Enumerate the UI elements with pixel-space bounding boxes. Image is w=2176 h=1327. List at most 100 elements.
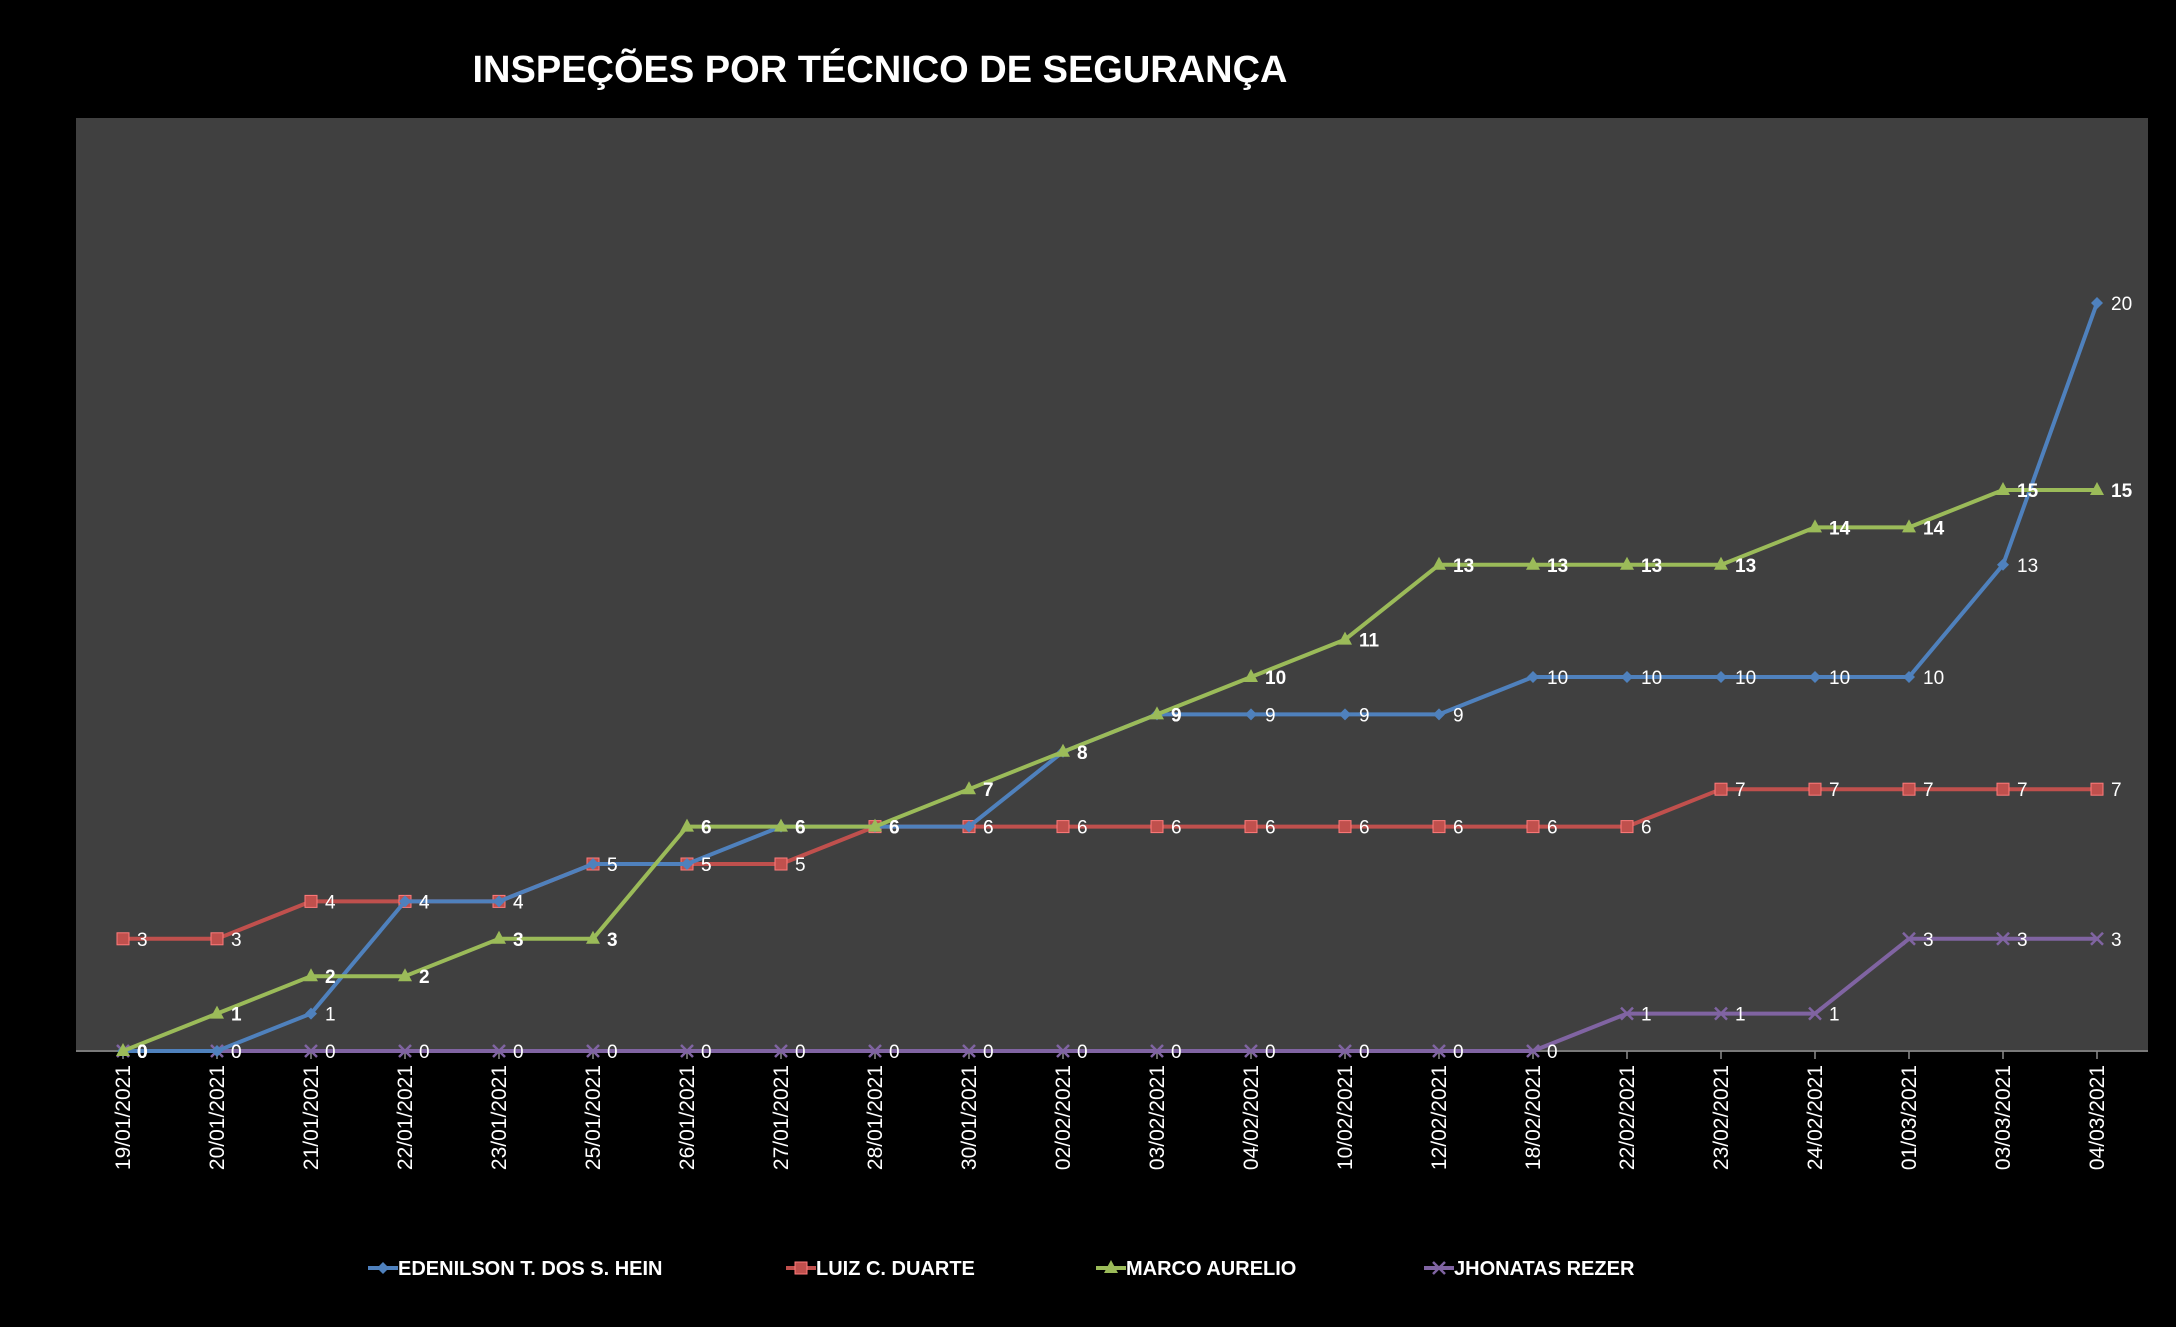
data-label-luiz-c-duarte: 6 [889, 818, 900, 839]
data-point-luiz-c-duarte [1996, 782, 2010, 796]
chart-title: INSPEÇÕES POR TÉCNICO DE SEGURANÇA [473, 47, 1288, 91]
data-point-jhonatas-rezer [492, 1044, 506, 1058]
data-label-edenilson-t-dos-s-hein: 13 [2017, 556, 2038, 577]
data-label-edenilson-t-dos-s-hein: 10 [1829, 668, 1850, 689]
data-label-marco-aurelio: 1 [231, 1005, 242, 1026]
data-point-marco-aurelio [1714, 556, 1728, 570]
x-tick-labels: 19/01/2021 20/01/2021 21/01/2021 22/01/2021… [112, 1051, 2109, 1170]
data-label-edenilson-t-dos-s-hein: 10 [1547, 668, 1568, 689]
data-point-edenilson-t-dos-s-hein [305, 1007, 317, 1020]
data-label-marco-aurelio: 8 [1077, 743, 1088, 764]
data-point-marco-aurelio [680, 818, 694, 832]
data-label-edenilson-t-dos-s-hein: 5 [607, 855, 618, 876]
data-label-luiz-c-duarte: 7 [1735, 780, 1746, 801]
data-label-edenilson-t-dos-s-hein: 5 [701, 855, 712, 876]
data-point-marco-aurelio [1338, 631, 1352, 645]
data-label-marco-aurelio: 13 [1735, 556, 1756, 577]
data-point-marco-aurelio [1056, 743, 1070, 757]
data-point-marco-aurelio [1244, 669, 1258, 682]
data-label-jhonatas-rezer: 0 [419, 1042, 430, 1063]
data-label-jhonatas-rezer: 1 [1829, 1005, 1840, 1026]
data-point-marco-aurelio [492, 930, 506, 944]
data-point-jhonatas-rezer [868, 1044, 882, 1058]
data-point-edenilson-t-dos-s-hein [493, 895, 505, 908]
data-label-marco-aurelio: 15 [2017, 481, 2039, 502]
data-label-luiz-c-duarte: 5 [701, 855, 712, 876]
x-tick-label: 12/02/2021 [1428, 1065, 1451, 1170]
data-point-luiz-c-duarte [116, 932, 130, 946]
data-label-edenilson-t-dos-s-hein: 9 [1453, 705, 1464, 726]
data-label-jhonatas-rezer: 0 [889, 1042, 900, 1063]
data-point-marco-aurelio [1432, 556, 1446, 570]
data-label-edenilson-t-dos-s-hein: 6 [795, 818, 806, 839]
data-point-marco-aurelio [398, 968, 412, 982]
data-label-luiz-c-duarte: 7 [2111, 780, 2122, 801]
data-label-marco-aurelio: 9 [1171, 705, 1182, 726]
x-tick-label: 22/01/2021 [394, 1065, 417, 1170]
x-tick-label: 04/03/2021 [2086, 1065, 2109, 1170]
data-point-jhonatas-rezer [304, 1044, 318, 1058]
data-point-jhonatas-rezer [1432, 1044, 1446, 1058]
legend-label: JHONATAS REZER [1454, 1258, 1635, 1280]
data-point-marco-aurelio [1620, 556, 1634, 570]
x-tick-label: 22/02/2021 [1616, 1065, 1639, 1170]
legend-item-jhonatas-rezer: JHONATAS REZER [1424, 1258, 1635, 1280]
data-point-marco-aurelio [116, 1043, 130, 1056]
data-label-luiz-c-duarte: 6 [1171, 818, 1182, 839]
data-point-edenilson-t-dos-s-hein [1809, 671, 1821, 683]
data-label-luiz-c-duarte: 4 [513, 892, 524, 913]
legend-label: LUIZ C. DUARTE [816, 1258, 975, 1280]
data-label-marco-aurelio: 13 [1547, 556, 1568, 577]
data-label-jhonatas-rezer: 3 [2111, 930, 2122, 951]
data-label-luiz-c-duarte: 3 [231, 930, 242, 951]
data-point-jhonatas-rezer [398, 1044, 412, 1058]
data-label-luiz-c-duarte: 5 [795, 855, 806, 876]
data-point-jhonatas-rezer [774, 1044, 788, 1058]
data-label-edenilson-t-dos-s-hein: 9 [1171, 705, 1182, 726]
x-tick-label: 02/02/2021 [1052, 1065, 1075, 1170]
data-label-luiz-c-duarte: 6 [1453, 818, 1464, 839]
data-point-marco-aurelio [1996, 482, 2010, 495]
legend-item-edenilson-t-dos-s-hein: EDENILSON T. DOS S. HEIN [368, 1258, 662, 1280]
data-point-jhonatas-rezer [1996, 931, 2010, 946]
data-point-luiz-c-duarte [1620, 820, 1634, 834]
legend-item-luiz-c-duarte: LUIZ C. DUARTE [786, 1258, 975, 1280]
x-tick-label: 03/03/2021 [1992, 1065, 2015, 1170]
data-point-jhonatas-rezer [2090, 931, 2104, 946]
data-label-edenilson-t-dos-s-hein: 8 [1077, 743, 1088, 764]
data-label-jhonatas-rezer: 0 [1359, 1042, 1370, 1063]
data-point-luiz-c-duarte [210, 932, 224, 946]
data-point-luiz-c-duarte [1714, 782, 1728, 796]
data-label-luiz-c-duarte: 4 [325, 892, 336, 913]
data-label-edenilson-t-dos-s-hein: 6 [983, 818, 994, 839]
x-tick-label: 01/03/2021 [1898, 1065, 1921, 1170]
data-label-luiz-c-duarte: 3 [137, 930, 148, 951]
legend: EDENILSON T. DOS S. HEIN LUIZ C. DUARTE MA… [368, 1258, 1635, 1280]
data-label-jhonatas-rezer: 0 [607, 1042, 618, 1063]
data-label-marco-aurelio: 11 [1359, 631, 1380, 652]
data-point-edenilson-t-dos-s-hein [1997, 558, 2009, 571]
data-point-jhonatas-rezer [1526, 1044, 1540, 1058]
x-tick-label: 24/02/2021 [1804, 1065, 1827, 1170]
data-label-marco-aurelio: 0 [137, 1042, 148, 1063]
data-point-jhonatas-rezer [1244, 1044, 1258, 1058]
data-label-luiz-c-duarte: 6 [1641, 818, 1652, 839]
x-tick-label: 04/02/2021 [1240, 1065, 1263, 1170]
data-label-jhonatas-rezer: 0 [795, 1042, 806, 1063]
data-point-marco-aurelio [1808, 519, 1822, 533]
data-label-jhonatas-rezer: 3 [2017, 930, 2028, 951]
data-label-luiz-c-duarte: 6 [1547, 818, 1558, 839]
data-label-jhonatas-rezer: 0 [137, 1042, 148, 1063]
data-point-edenilson-t-dos-s-hein [211, 1045, 223, 1057]
data-point-luiz-c-duarte [1432, 820, 1446, 834]
data-label-marco-aurelio: 13 [1641, 556, 1662, 577]
data-point-marco-aurelio [1526, 556, 1540, 570]
data-point-luiz-c-duarte [1902, 782, 1916, 796]
data-point-luiz-c-duarte [1808, 782, 1822, 796]
data-label-marco-aurelio: 6 [701, 818, 712, 839]
data-label-marco-aurelio: 7 [983, 780, 994, 801]
data-label-marco-aurelio: 14 [1829, 518, 1851, 539]
data-point-marco-aurelio [304, 968, 318, 982]
data-label-luiz-c-duarte: 5 [607, 855, 618, 876]
